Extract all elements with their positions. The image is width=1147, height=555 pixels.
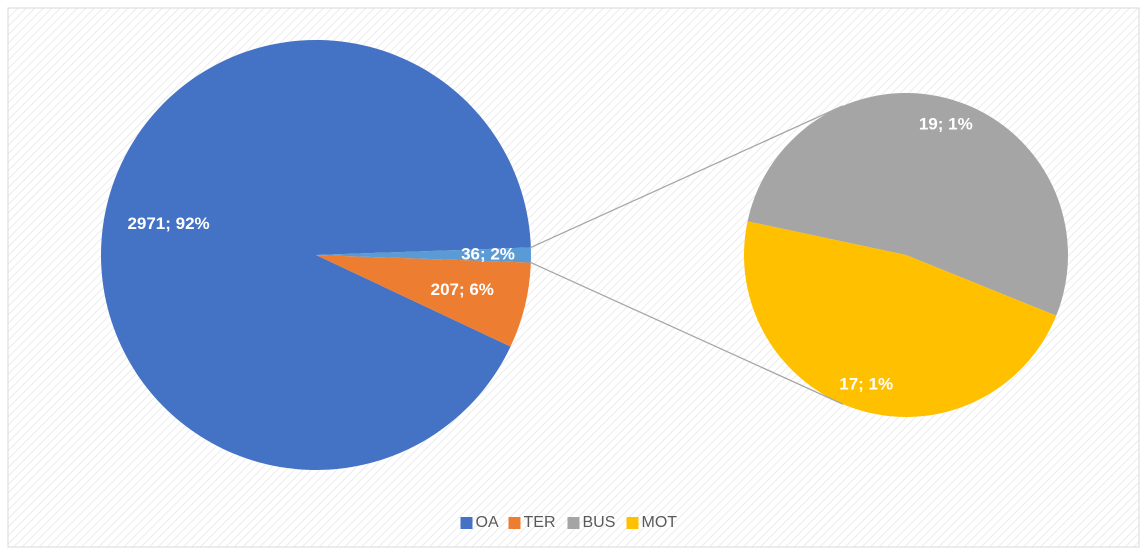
- pie-slice: [316, 247, 531, 263]
- legend-swatch: [626, 517, 639, 529]
- pie-slice: [316, 255, 531, 347]
- data-label: 2971; 92%: [127, 214, 209, 233]
- legend-label: TER: [524, 514, 556, 531]
- legend-swatch: [460, 517, 473, 529]
- pie-slice: [744, 221, 1057, 417]
- legend-label: OA: [476, 514, 499, 531]
- data-label: 17; 1%: [839, 375, 893, 394]
- legend-swatch: [567, 517, 580, 529]
- legend-label: MOT: [642, 514, 678, 531]
- legend-label: BUS: [583, 514, 616, 531]
- legend-swatch: [508, 517, 521, 529]
- data-label: 36; 2%: [461, 244, 515, 263]
- pie-slice: [747, 92, 1068, 316]
- data-label: 207; 6%: [431, 280, 494, 299]
- data-label: 19; 1%: [919, 114, 973, 133]
- connector-line: [530, 261, 843, 405]
- connector-line: [530, 105, 843, 249]
- pie-slice: [101, 39, 531, 470]
